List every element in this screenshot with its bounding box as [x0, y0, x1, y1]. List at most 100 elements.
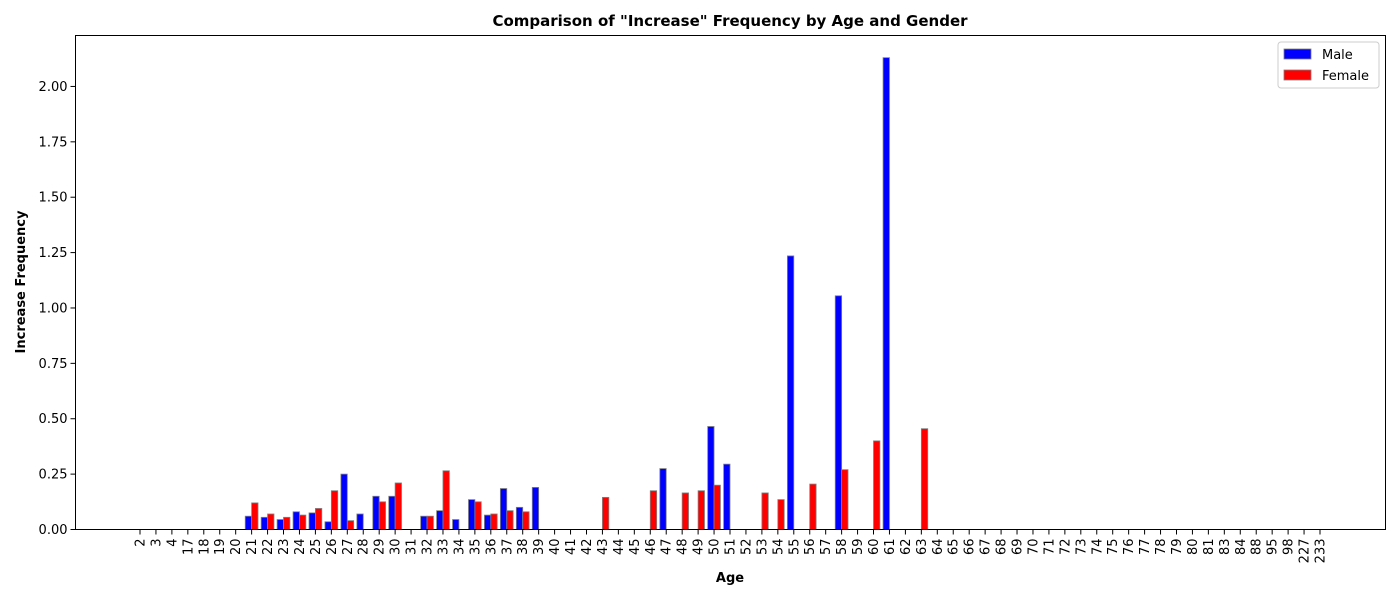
x-tick-label: 19 — [213, 539, 228, 556]
x-tick-label: 84 — [1234, 539, 1249, 556]
x-tick-label: 26 — [325, 539, 340, 556]
legend: Male Female — [1277, 41, 1380, 89]
x-tick-label: 95 — [1266, 539, 1281, 556]
x-tick-label: 3 — [149, 539, 164, 547]
y-axis-label: Increase Frequency — [14, 210, 29, 353]
x-tick-label: 57 — [819, 539, 834, 556]
x-tick-label: 55 — [787, 539, 802, 556]
bar-male-37 — [499, 488, 508, 530]
bar-female-30 — [394, 482, 402, 530]
bar-female-50 — [713, 484, 721, 530]
x-tick-label: 25 — [309, 539, 324, 556]
x-tick-label: 32 — [421, 539, 436, 556]
bar-female-49 — [697, 490, 705, 530]
x-tick-label: 24 — [293, 539, 308, 556]
bar-female-23 — [283, 516, 291, 530]
y-tick-label: 2.00 — [39, 80, 68, 95]
x-tick-label: 54 — [771, 539, 786, 556]
bar-male-39 — [531, 487, 540, 530]
x-tick-label: 31 — [405, 539, 420, 556]
y-tick-label: 0.25 — [39, 468, 68, 483]
x-tick-label: 67 — [979, 539, 994, 556]
x-tick-label: 50 — [708, 539, 723, 556]
bar-male-29 — [372, 495, 380, 530]
x-tick-label: 59 — [851, 539, 866, 556]
x-tick-label: 18 — [197, 539, 212, 556]
x-tick-label: 27 — [341, 539, 356, 556]
bar-male-23 — [276, 519, 284, 530]
bar-male-38 — [515, 506, 524, 530]
y-tick-label: 1.50 — [39, 191, 68, 206]
bar-female-37 — [506, 510, 514, 530]
bar-female-33 — [442, 470, 450, 530]
x-tick-label: 73 — [1074, 539, 1089, 556]
x-tick-label: 2 — [134, 539, 149, 547]
x-tick-label: 4 — [165, 539, 180, 547]
x-tick-label: 78 — [1154, 539, 1169, 556]
bar-male-33 — [436, 510, 444, 530]
bar-female-56 — [809, 483, 817, 530]
x-tick-label: 34 — [452, 539, 467, 556]
bar-male-25 — [308, 512, 316, 530]
x-tick-label: 20 — [229, 539, 244, 556]
bar-male-47 — [659, 468, 667, 530]
legend-label-female: Female — [1322, 69, 1369, 84]
x-tick-label: 62 — [899, 539, 914, 556]
x-tick-label: 42 — [580, 539, 595, 556]
x-tick-label: 227 — [1298, 539, 1313, 564]
x-tick-label: 77 — [1138, 539, 1153, 556]
x-tick-label: 28 — [357, 539, 372, 556]
bar-female-35 — [474, 501, 482, 530]
x-tick-label: 17 — [181, 539, 196, 556]
bar-female-53 — [761, 492, 769, 530]
x-tick-label: 46 — [644, 539, 659, 556]
x-tick-label: 35 — [468, 539, 483, 556]
x-tick-label: 80 — [1186, 539, 1201, 556]
x-tick-label: 83 — [1218, 539, 1233, 556]
x-tick-label: 49 — [692, 539, 707, 556]
x-tick-label: 79 — [1170, 539, 1185, 556]
bar-male-55 — [787, 255, 795, 530]
x-tick-label: 81 — [1202, 539, 1217, 556]
bar-female-43 — [602, 496, 610, 530]
y-tick-label: 1.75 — [39, 135, 68, 150]
bar-female-46 — [649, 490, 658, 530]
x-tick-label: 75 — [1106, 539, 1121, 556]
x-tick-label: 29 — [373, 539, 388, 556]
x-tick-label: 76 — [1122, 539, 1137, 556]
x-tick-label: 65 — [947, 539, 962, 556]
bar-male-22 — [260, 516, 268, 530]
x-tick-label: 40 — [548, 539, 563, 556]
legend-swatch-male — [1283, 48, 1312, 60]
bar-male-36 — [484, 514, 492, 530]
y-axis: 0.00 0.25 0.50 0.75 1.00 1.25 1.50 1.75 2.00 — [39, 80, 76, 538]
bar-female-63 — [920, 428, 929, 530]
bar-male-27 — [340, 473, 348, 530]
x-tick-label: 63 — [915, 539, 930, 556]
bar-female-26 — [330, 490, 339, 530]
x-tick-label: 66 — [963, 539, 978, 556]
bar-male-30 — [388, 495, 396, 530]
chart-title: Comparison of "Increase" Frequency by Ag… — [492, 12, 968, 30]
bar-male-24 — [292, 511, 300, 530]
bar-female-27 — [346, 520, 355, 530]
bar-male-28 — [356, 513, 364, 530]
x-tick-label: 36 — [484, 539, 499, 556]
x-tick-label: 233 — [1314, 539, 1329, 564]
bar-female-24 — [299, 514, 307, 530]
y-tick-label: 1.00 — [39, 301, 68, 316]
plot-frame — [75, 35, 1386, 530]
plot-area — [244, 57, 929, 530]
bar-male-58 — [834, 295, 843, 530]
x-tick-label: 21 — [245, 539, 260, 556]
x-tick-label: 68 — [995, 539, 1010, 556]
bar-male-34 — [452, 519, 460, 530]
bar-female-29 — [378, 501, 386, 530]
x-tick-label: 61 — [883, 539, 898, 556]
x-tick-label: 56 — [803, 539, 818, 556]
bar-female-22 — [267, 513, 275, 530]
x-tick-label: 45 — [628, 539, 643, 556]
x-tick-label: 71 — [1042, 539, 1057, 556]
y-tick-label: 0.00 — [39, 523, 68, 538]
x-tick-label: 37 — [500, 539, 515, 556]
